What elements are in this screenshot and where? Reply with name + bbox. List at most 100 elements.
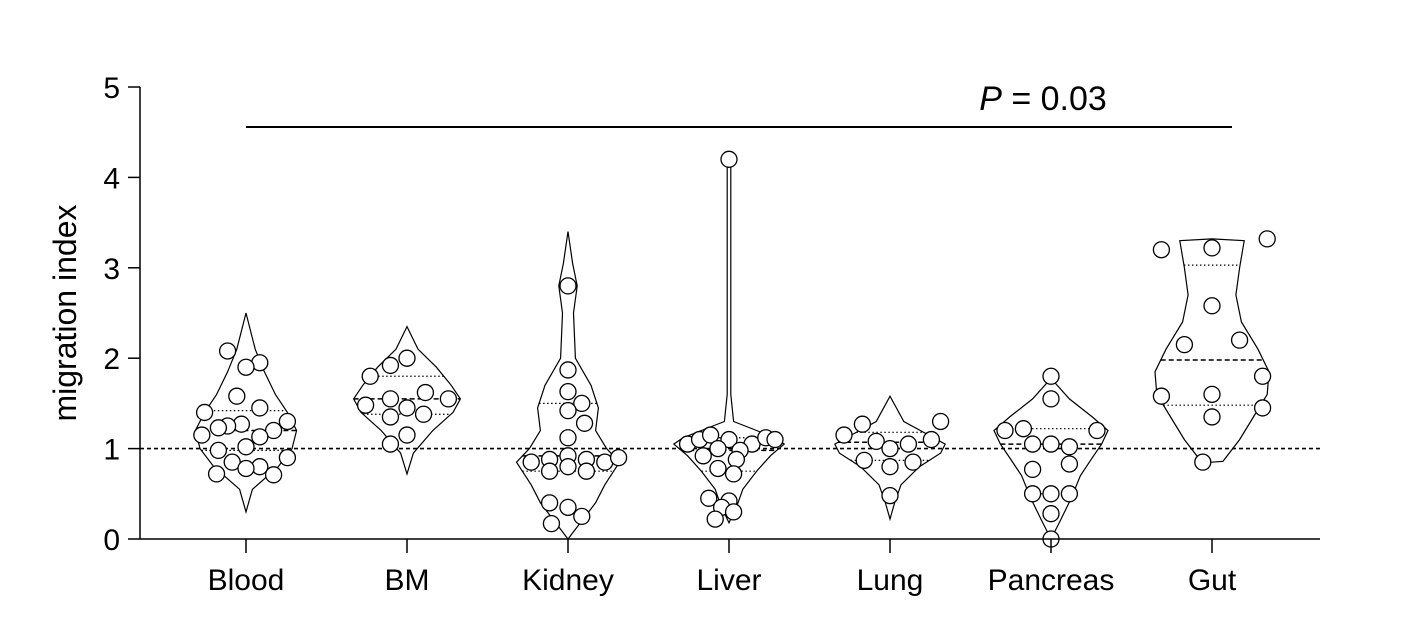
data-point-kidney [559, 361, 577, 379]
x-tick-label-bm: BM [385, 564, 430, 597]
data-point-liver [727, 450, 746, 469]
data-point-pancreas [1042, 367, 1060, 385]
data-point-lung [881, 458, 899, 476]
y-tick-label: 5 [103, 72, 120, 105]
data-point-kidney [559, 277, 577, 295]
data-point-lung [867, 432, 885, 451]
data-point-liver [709, 439, 727, 458]
x-tick-label-pancreas: Pancreas [988, 564, 1115, 597]
data-point-pancreas [1042, 435, 1060, 453]
data-point-blood [278, 412, 297, 431]
data-point-liver [709, 459, 727, 478]
x-tick-label-lung: Lung [857, 564, 924, 597]
data-point-bm [414, 405, 433, 423]
data-point-pancreas [996, 421, 1014, 440]
data-point-blood [218, 342, 237, 360]
data-points-layer [193, 150, 1276, 548]
data-point-blood [237, 438, 255, 456]
data-point-gut [1194, 453, 1212, 471]
data-point-kidney [609, 448, 628, 467]
data-point-gut [1203, 408, 1221, 426]
violin-blood [194, 312, 298, 515]
data-point-pancreas [1060, 438, 1079, 456]
data-point-bm [398, 349, 416, 367]
p-value-annotation: P = 0.03 [979, 80, 1107, 118]
axes-layer: Blood BM Kidney Liver Lung Pancreas Gut 0 1 2 3 4 5 [103, 72, 1320, 597]
data-point-bm [398, 426, 416, 444]
data-point-gut [1152, 387, 1171, 405]
data-point-bm [416, 383, 435, 402]
data-point-kidney [575, 414, 594, 432]
y-axis-title: migration index [47, 205, 83, 422]
data-point-kidney [540, 462, 559, 480]
data-point-kidney [559, 429, 577, 447]
data-point-gut [1203, 385, 1221, 404]
data-point-bm [356, 396, 375, 414]
data-point-gut [1230, 331, 1249, 349]
data-point-bm [381, 435, 400, 453]
data-point-kidney [573, 394, 591, 413]
p-value-text: = 0.03 [1002, 80, 1107, 118]
data-point-liver [701, 426, 720, 444]
data-point-gut [1253, 367, 1272, 385]
data-point-kidney [542, 514, 561, 533]
data-point-pancreas [1023, 435, 1042, 453]
data-point-lung [931, 412, 950, 431]
data-point-gut [1203, 239, 1221, 257]
data-point-liver [766, 430, 784, 449]
data-point-liver [700, 489, 718, 507]
data-point-blood [251, 428, 269, 446]
data-point-blood [228, 387, 246, 405]
data-point-blood [237, 358, 255, 376]
data-point-liver [724, 465, 743, 483]
data-point-gut [1152, 241, 1171, 259]
y-tick-label: 0 [103, 524, 120, 557]
data-point-kidney [540, 494, 559, 512]
data-point-lung [904, 453, 922, 471]
x-tick-label-blood: Blood [208, 564, 285, 597]
y-tick-label: 3 [103, 253, 120, 286]
data-point-kidney [559, 382, 577, 401]
significance-annotation: P = 0.03 [246, 80, 1232, 128]
data-point-lung [899, 435, 918, 453]
data-point-bm [439, 390, 458, 408]
data-point-blood [209, 419, 228, 437]
data-point-pancreas [1023, 485, 1042, 503]
data-point-lung [881, 439, 899, 458]
data-point-pancreas [1023, 460, 1042, 479]
data-point-kidney [573, 507, 591, 526]
data-point-blood [193, 426, 211, 444]
data-point-bm [398, 399, 416, 417]
data-point-liver [706, 510, 724, 528]
data-point-gut [1175, 335, 1194, 354]
data-point-kidney [559, 498, 577, 517]
data-point-pancreas [1042, 390, 1060, 408]
data-point-lung [922, 430, 941, 449]
data-point-blood [237, 459, 255, 478]
data-point-gut [1203, 297, 1221, 315]
data-point-blood [209, 441, 228, 460]
data-point-liver [694, 447, 712, 465]
data-point-pancreas [1060, 485, 1079, 503]
data-point-lung [835, 426, 853, 444]
data-point-bm [381, 356, 400, 375]
y-tick-label: 4 [103, 162, 120, 195]
x-tick-label-liver: Liver [696, 564, 761, 597]
data-point-pancreas [1042, 485, 1060, 503]
data-point-pancreas [1014, 420, 1033, 438]
data-point-bm [381, 390, 400, 408]
data-point-bm [381, 408, 400, 426]
data-point-blood [278, 448, 297, 467]
data-point-pancreas [1088, 421, 1106, 440]
data-point-blood [251, 399, 269, 417]
data-point-kidney [559, 401, 577, 420]
data-point-liver [720, 430, 738, 449]
data-point-lung [881, 486, 899, 505]
data-point-gut [1253, 399, 1272, 417]
data-point-kidney [522, 453, 540, 471]
data-point-blood [207, 465, 226, 483]
violin-bm [352, 325, 462, 476]
p-value-symbol: P [979, 80, 1002, 118]
data-point-gut [1258, 230, 1276, 248]
